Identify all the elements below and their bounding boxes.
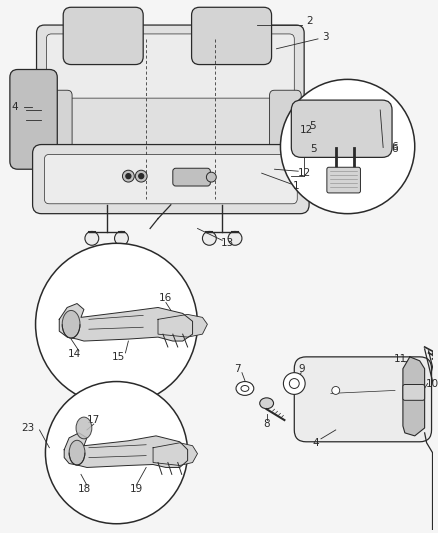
Text: 17: 17 [87, 415, 100, 425]
Circle shape [139, 174, 144, 179]
Text: 4: 4 [313, 438, 319, 448]
FancyBboxPatch shape [327, 167, 360, 193]
Text: 11: 11 [393, 354, 406, 364]
Ellipse shape [236, 382, 254, 395]
Text: 6: 6 [392, 144, 398, 155]
Circle shape [115, 231, 128, 245]
Text: 2: 2 [306, 16, 312, 26]
Text: 5: 5 [310, 144, 316, 155]
Circle shape [85, 231, 99, 245]
Text: 4: 4 [11, 102, 18, 112]
Polygon shape [153, 443, 198, 465]
Text: 14: 14 [67, 349, 81, 359]
Circle shape [332, 386, 340, 394]
FancyBboxPatch shape [270, 90, 301, 155]
Polygon shape [64, 433, 187, 467]
FancyBboxPatch shape [173, 168, 210, 186]
Text: 5: 5 [309, 121, 315, 131]
Circle shape [46, 382, 187, 524]
Ellipse shape [76, 417, 92, 439]
Circle shape [228, 231, 242, 245]
Text: 12: 12 [297, 168, 311, 178]
Text: 13: 13 [220, 238, 234, 248]
Polygon shape [403, 357, 424, 436]
Text: 8: 8 [263, 419, 270, 429]
Circle shape [202, 231, 216, 245]
Circle shape [283, 373, 305, 394]
Text: 19: 19 [130, 484, 143, 494]
Ellipse shape [62, 310, 80, 338]
FancyBboxPatch shape [291, 100, 392, 157]
Text: 18: 18 [78, 484, 91, 494]
Circle shape [206, 172, 216, 182]
Text: 9: 9 [298, 364, 304, 374]
FancyBboxPatch shape [40, 90, 72, 155]
Ellipse shape [69, 440, 85, 465]
Text: 10: 10 [426, 378, 438, 389]
FancyBboxPatch shape [36, 25, 304, 164]
Ellipse shape [241, 385, 249, 391]
Polygon shape [59, 303, 193, 341]
FancyBboxPatch shape [46, 34, 294, 98]
Circle shape [35, 243, 198, 405]
FancyBboxPatch shape [403, 384, 424, 400]
Text: 1: 1 [293, 181, 300, 191]
Text: 3: 3 [322, 32, 329, 42]
Circle shape [126, 174, 131, 179]
Text: 16: 16 [159, 293, 173, 303]
Circle shape [280, 79, 415, 214]
FancyBboxPatch shape [191, 7, 272, 64]
Polygon shape [158, 314, 207, 337]
Text: 12: 12 [300, 125, 313, 135]
FancyBboxPatch shape [10, 69, 57, 169]
Text: 7: 7 [234, 364, 240, 374]
Text: 15: 15 [112, 352, 125, 362]
FancyBboxPatch shape [63, 7, 143, 64]
Circle shape [290, 378, 299, 389]
Ellipse shape [260, 398, 274, 409]
Circle shape [135, 170, 147, 182]
FancyBboxPatch shape [294, 357, 431, 442]
FancyBboxPatch shape [32, 144, 309, 214]
Circle shape [123, 170, 134, 182]
Text: 6: 6 [392, 142, 398, 151]
Text: 23: 23 [21, 423, 34, 433]
FancyBboxPatch shape [44, 155, 297, 204]
